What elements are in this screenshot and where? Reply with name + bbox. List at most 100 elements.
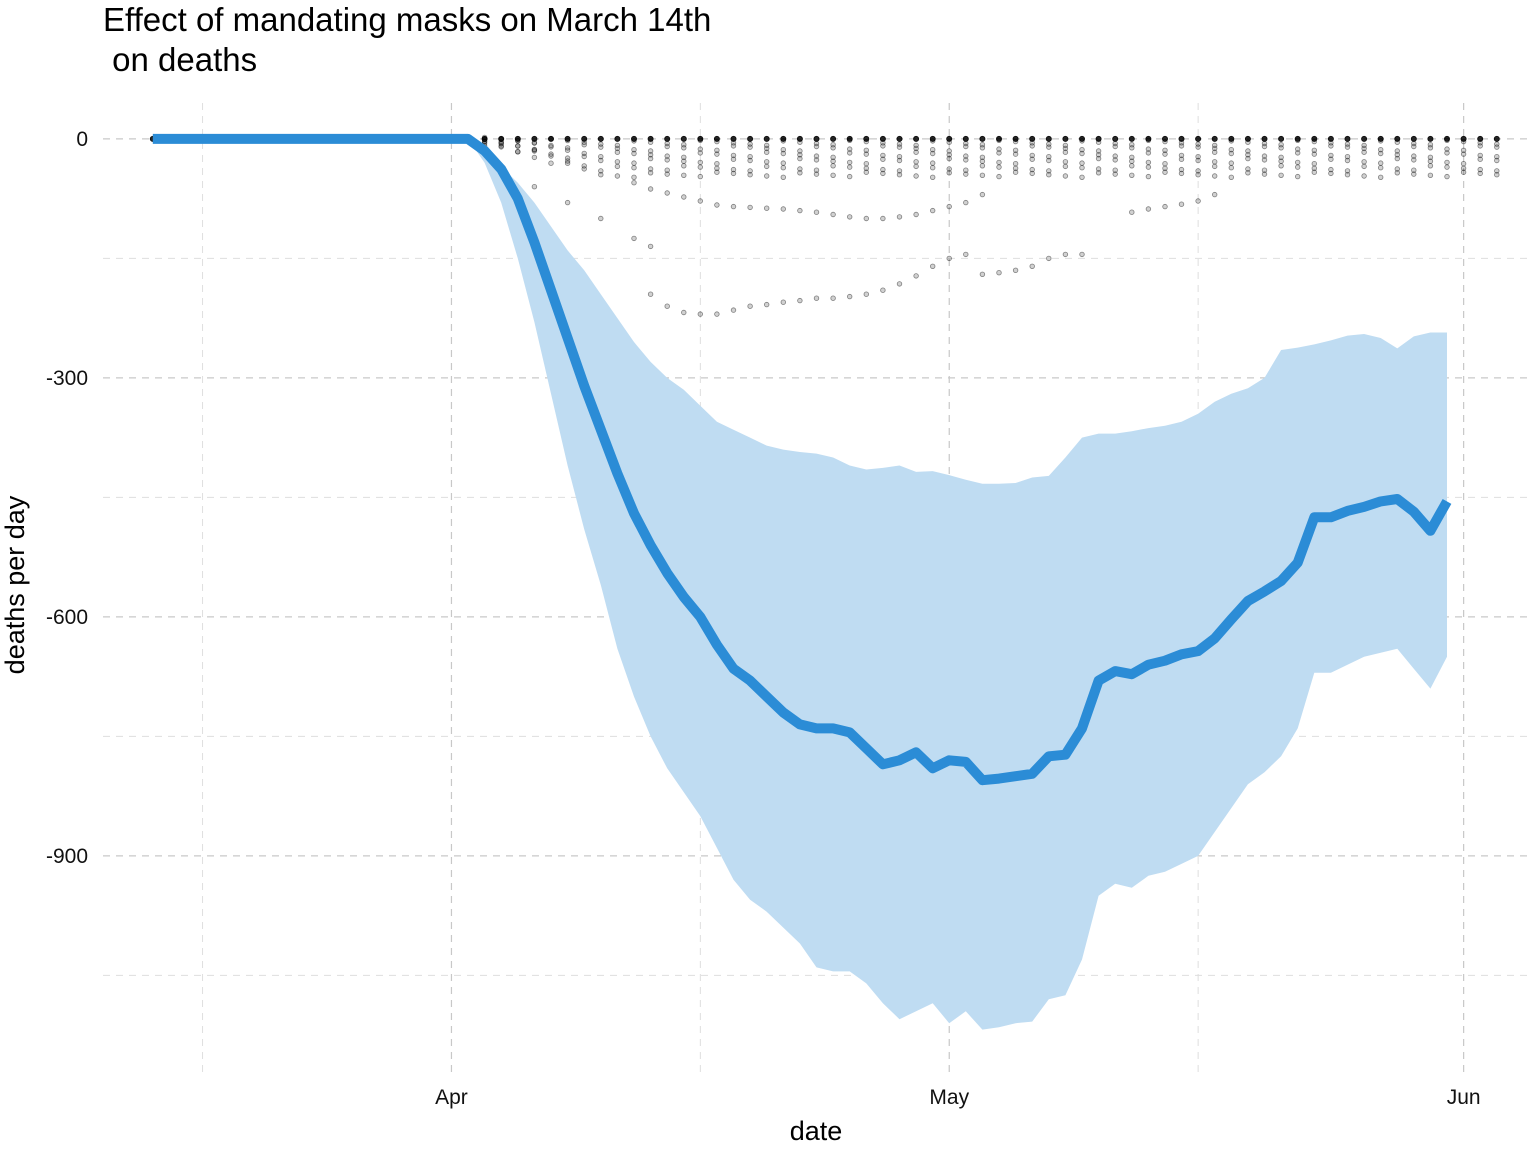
sim-point — [1311, 165, 1317, 171]
sim-point — [514, 135, 521, 142]
sim-point — [963, 167, 969, 173]
sim-point — [1062, 251, 1069, 258]
sim-point — [913, 149, 919, 155]
sim-point — [1377, 164, 1384, 171]
sim-point — [713, 135, 720, 142]
sim-point — [913, 145, 919, 152]
sim-point — [614, 163, 621, 170]
sim-point — [1278, 163, 1284, 169]
sim-point — [1195, 141, 1201, 147]
sim-point — [813, 153, 820, 159]
sim-point — [1411, 143, 1417, 150]
sim-point — [631, 146, 637, 153]
sim-point — [1444, 146, 1450, 152]
sim-point — [730, 307, 737, 313]
sim-point — [1494, 171, 1500, 178]
sim-point — [1361, 149, 1367, 155]
sim-point — [1477, 152, 1483, 159]
sim-point — [631, 174, 637, 180]
sim-point — [730, 152, 737, 159]
sim-point — [498, 135, 505, 142]
sim-point — [1195, 168, 1201, 174]
sim-point — [714, 147, 720, 153]
sim-point — [1211, 145, 1218, 152]
sim-point — [913, 173, 919, 179]
sim-point — [1477, 140, 1483, 146]
sim-point — [1427, 135, 1434, 142]
sim-point — [564, 135, 571, 142]
sim-point — [1128, 135, 1135, 142]
sim-point — [1394, 152, 1400, 158]
sim-point — [697, 159, 703, 166]
sim-point — [564, 160, 571, 166]
sim-point — [1244, 135, 1251, 142]
sim-point — [896, 157, 903, 164]
confidence-band — [468, 138, 1447, 1030]
sim-point — [1211, 135, 1218, 142]
sim-point — [1278, 158, 1284, 164]
sim-point — [714, 169, 720, 175]
sim-point — [498, 139, 504, 145]
sim-point — [1211, 173, 1218, 179]
sim-point — [1245, 148, 1251, 154]
sim-point — [1460, 135, 1467, 142]
sim-point — [1029, 166, 1035, 173]
sim-point — [930, 150, 936, 157]
sim-point — [1162, 138, 1168, 145]
sim-point — [1178, 135, 1185, 142]
sim-point — [1278, 135, 1285, 142]
sim-point — [780, 150, 786, 157]
x-tick-label: Apr — [435, 1086, 468, 1109]
sim-point — [979, 141, 986, 148]
sim-point — [714, 151, 720, 157]
sim-point — [614, 142, 621, 149]
sim-point — [930, 146, 936, 153]
y-tick-label: -300 — [46, 367, 88, 390]
sim-point — [1195, 157, 1201, 164]
sim-point — [498, 141, 504, 147]
sim-point — [963, 157, 969, 163]
sim-point — [564, 147, 571, 153]
sim-point — [830, 145, 836, 151]
sim-point — [531, 148, 538, 154]
mean-line-path — [152, 133, 1452, 786]
sim-point — [1328, 156, 1334, 162]
sim-point — [714, 165, 720, 171]
sim-point — [996, 137, 1002, 143]
sim-point — [1477, 170, 1483, 177]
sim-point — [1029, 263, 1035, 269]
sim-point — [946, 166, 952, 172]
sim-point — [830, 154, 836, 160]
sim-point — [1261, 135, 1268, 142]
sim-point — [730, 135, 737, 142]
sim-point — [1046, 171, 1052, 178]
sim-point — [1278, 145, 1284, 151]
sim-point — [564, 155, 571, 161]
sim-point — [1411, 153, 1417, 159]
sim-point — [1145, 173, 1152, 180]
sim-point — [1145, 150, 1152, 156]
sim-point — [863, 138, 869, 145]
sim-point — [1211, 149, 1218, 155]
sim-point — [481, 136, 488, 143]
sim-point — [1328, 170, 1334, 177]
sim-point — [880, 143, 886, 149]
sim-point — [1394, 170, 1400, 176]
sim-point — [880, 156, 886, 162]
sim-point — [1427, 163, 1434, 169]
sim-point — [1145, 137, 1152, 143]
sim-point — [1112, 140, 1118, 147]
sim-point — [880, 140, 886, 146]
sim-point — [863, 151, 869, 157]
sim-point — [896, 281, 903, 287]
sim-point — [1361, 142, 1367, 149]
sim-point — [664, 190, 670, 196]
sim-point — [747, 135, 754, 142]
sim-point — [847, 214, 853, 220]
sim-point — [962, 135, 969, 142]
sim-point — [796, 135, 803, 142]
sim-point — [1261, 167, 1268, 173]
sim-point — [1311, 138, 1317, 145]
sim-point — [1444, 150, 1450, 156]
sim-point — [1444, 159, 1450, 166]
